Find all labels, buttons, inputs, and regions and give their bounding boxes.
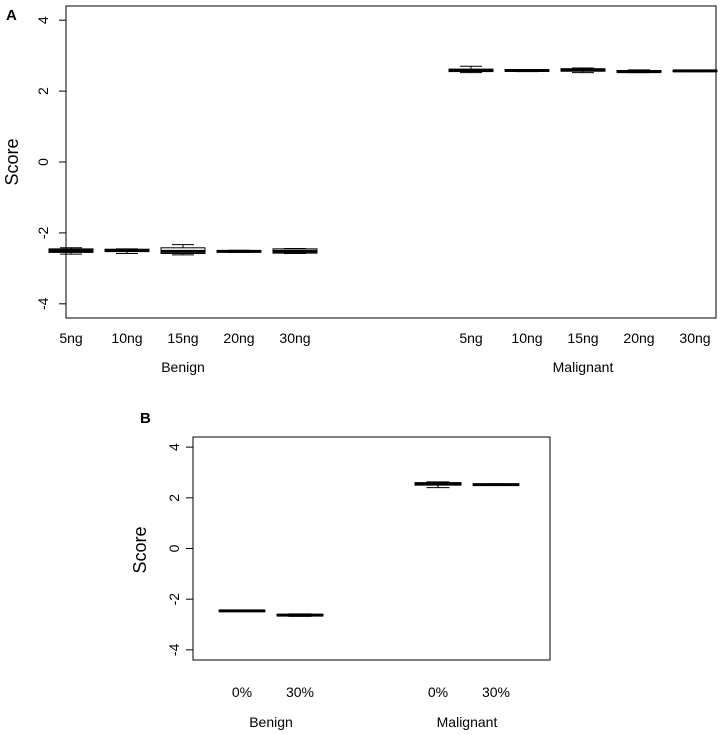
group-label: Benign <box>249 714 293 730</box>
panel-a: A Score -4 -2 0 2 4 5ng 10ng 15ng 20ng 30ng Benign 5n… <box>2 5 718 375</box>
category-label: 10ng <box>111 330 142 346</box>
panel-label: A <box>6 7 17 24</box>
category-label: 30% <box>482 684 510 700</box>
category-label: 5ng <box>459 330 482 346</box>
category-label: 10ng <box>511 330 542 346</box>
y-tick-label: -4 <box>166 643 182 656</box>
category-label: 0% <box>232 684 252 700</box>
y-axis-title: Score <box>2 138 22 185</box>
category-label: 30ng <box>679 330 710 346</box>
group-label: Malignant <box>437 714 498 730</box>
category-label: 15ng <box>567 330 598 346</box>
category-label: 0% <box>428 684 448 700</box>
y-tick-label: 2 <box>35 87 51 95</box>
y-axis-title: Score <box>130 526 150 573</box>
category-label: 30ng <box>279 330 310 346</box>
plot-frame <box>192 436 551 661</box>
y-tick-label: 2 <box>166 494 182 502</box>
group-label: Malignant <box>553 359 614 375</box>
panel-label: B <box>140 410 151 427</box>
y-tick-label: 0 <box>35 158 51 166</box>
category-label: 15ng <box>167 330 198 346</box>
y-tick-label: 4 <box>35 16 51 24</box>
category-label: 30% <box>286 684 314 700</box>
y-tick-label: -2 <box>35 226 51 239</box>
group-label: Benign <box>161 359 205 375</box>
y-tick-label: 0 <box>166 544 182 552</box>
category-label: 20ng <box>623 330 654 346</box>
y-tick-label: -2 <box>166 593 182 606</box>
plot-frame <box>65 5 717 319</box>
category-label: 5ng <box>59 330 82 346</box>
category-label: 20ng <box>223 330 254 346</box>
y-tick-label: -4 <box>35 297 51 310</box>
panel-b: B Score -4 -2 0 2 4 0% 30% Benign 0% 30% Malignant <box>130 410 551 730</box>
y-tick-label: 4 <box>166 443 182 451</box>
